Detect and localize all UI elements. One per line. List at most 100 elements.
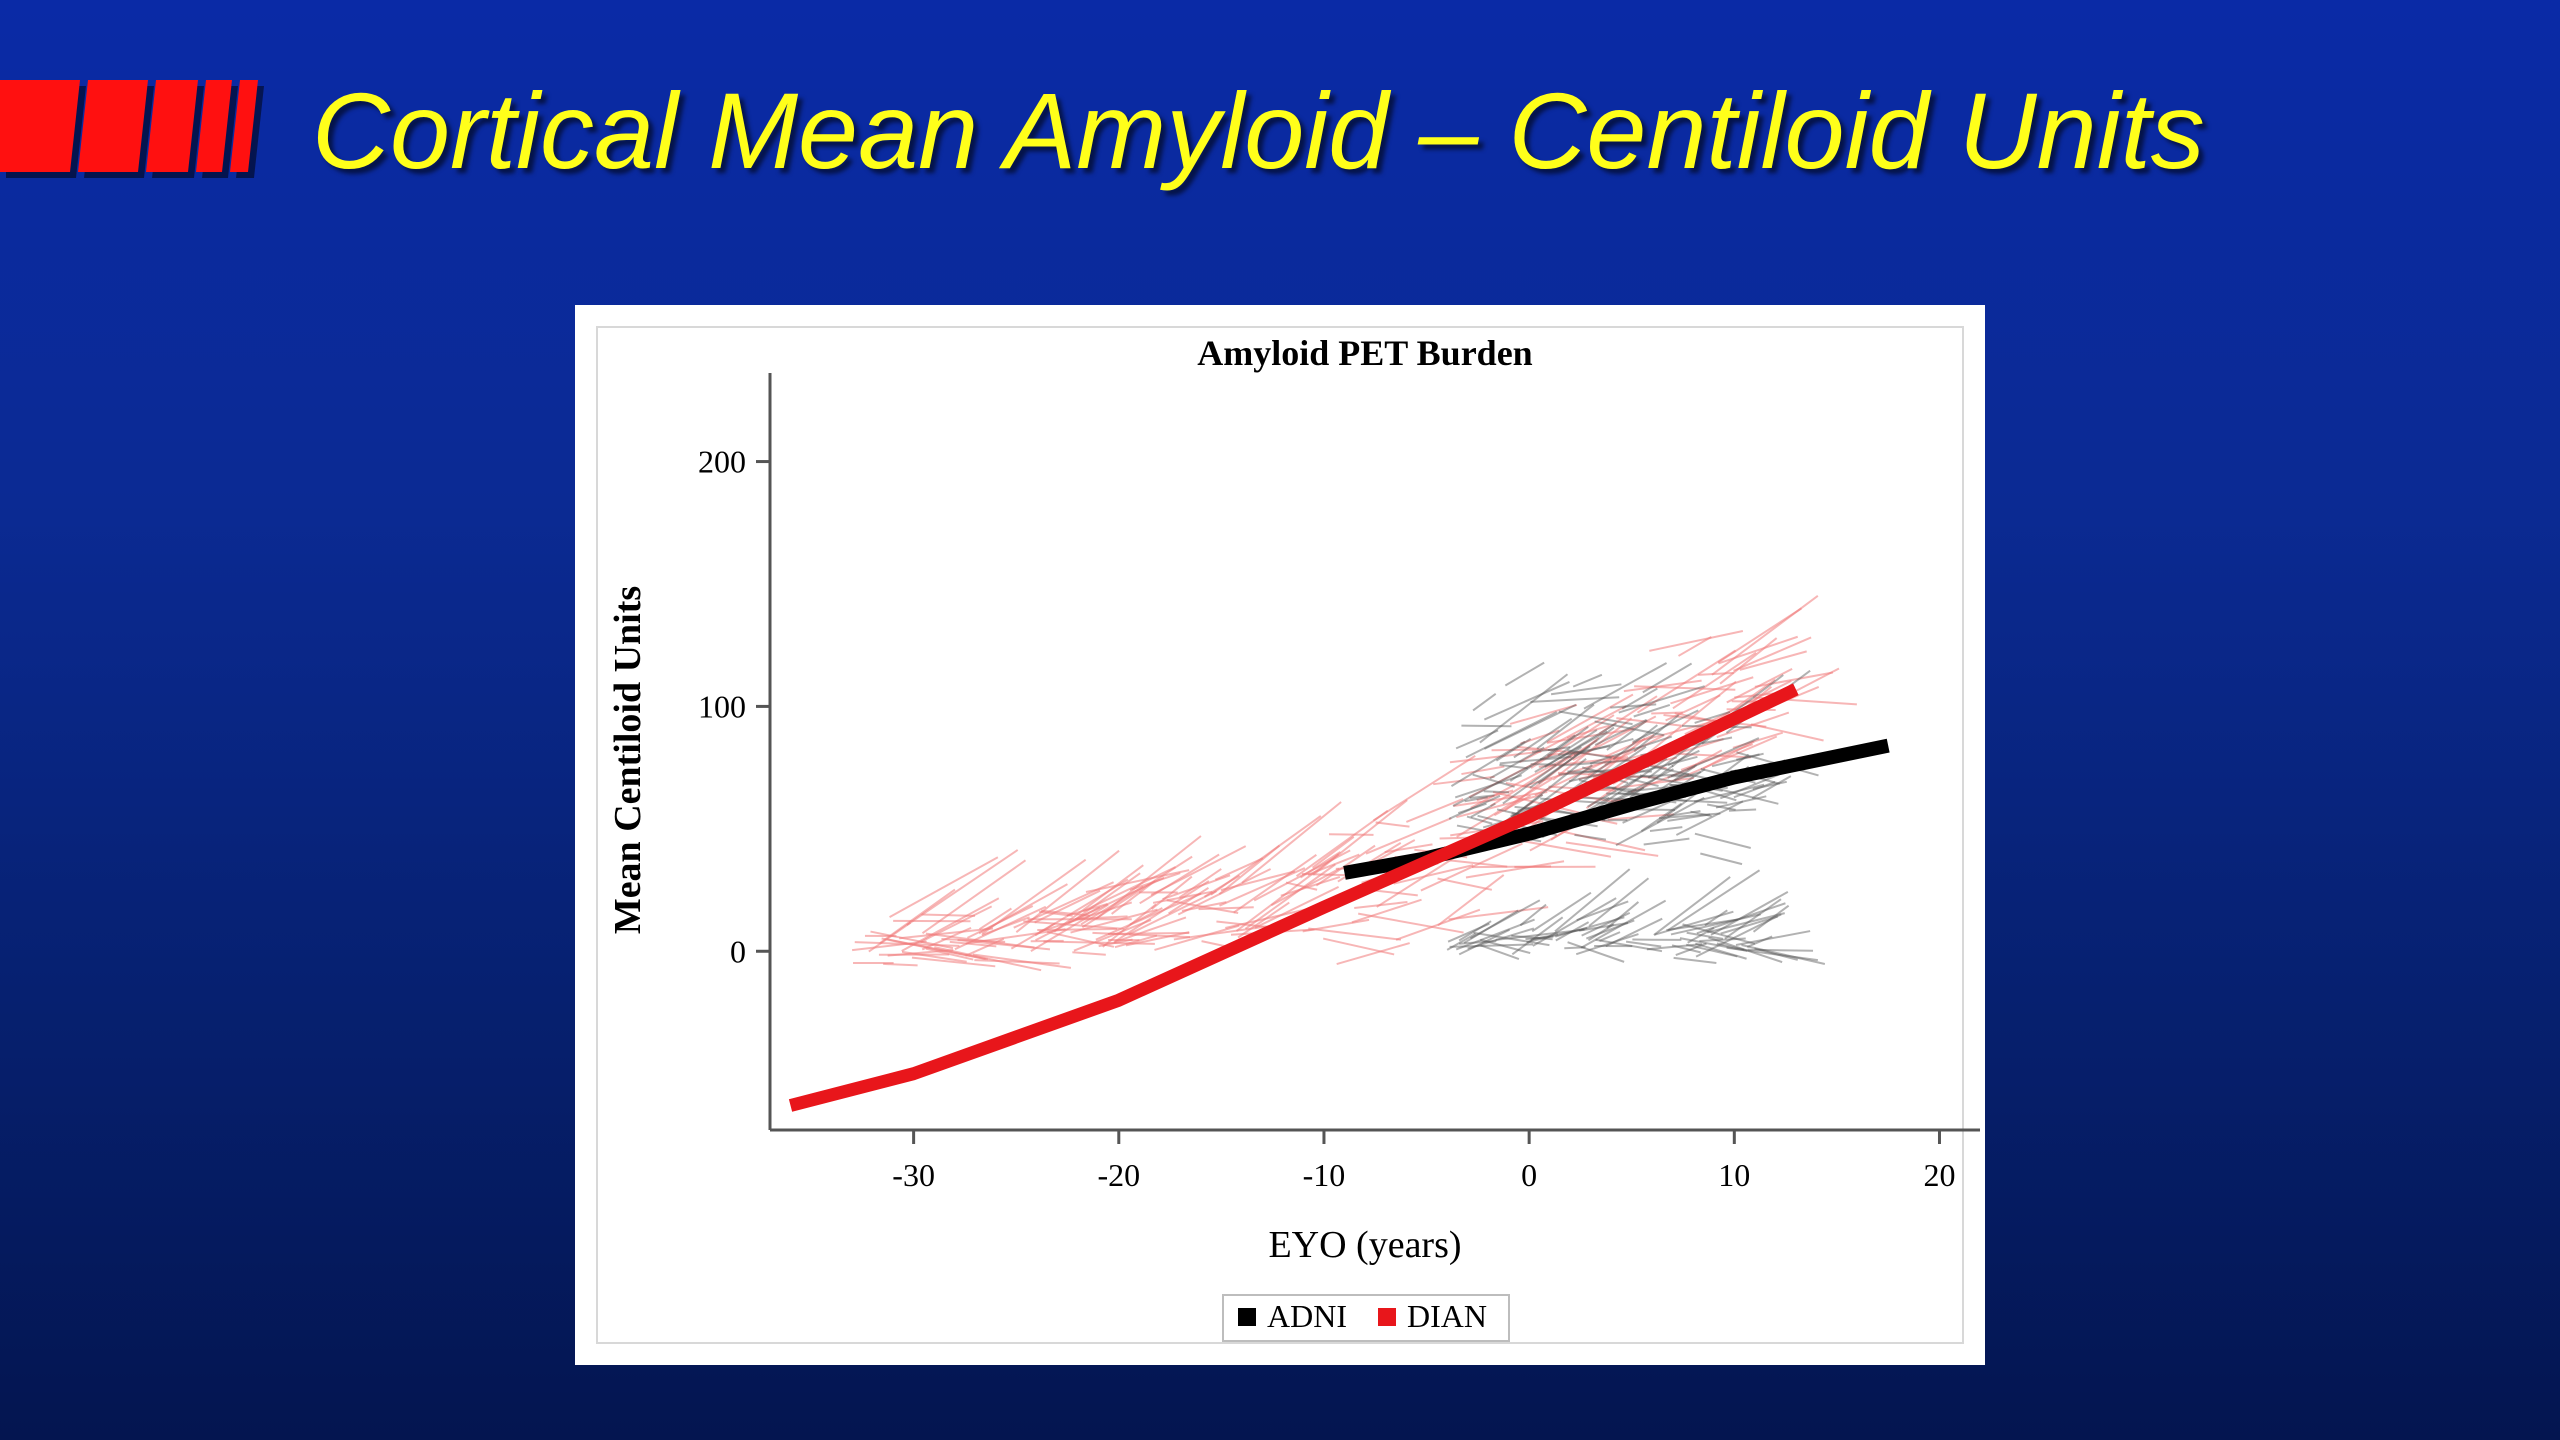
adni-trajectory xyxy=(1606,719,1648,751)
dian-trajectory xyxy=(1092,931,1191,939)
series-line-adni xyxy=(1343,738,1890,880)
adni-trajectory xyxy=(1612,724,1658,761)
dian-trajectory xyxy=(1013,881,1115,929)
dian-trajectory xyxy=(1546,728,1634,744)
adni-trajectory xyxy=(1605,917,1663,947)
dian-trajectory xyxy=(1154,924,1240,951)
dian-trajectory xyxy=(1365,817,1452,855)
dian-trajectory xyxy=(1098,938,1133,948)
dian-trajectory xyxy=(1254,885,1340,929)
adni-trajectory xyxy=(1455,729,1499,750)
adni-trajectory xyxy=(1473,931,1550,947)
adni-trajectory xyxy=(1622,800,1671,824)
adni-trajectory xyxy=(1704,909,1728,927)
adni-trajectory xyxy=(1479,673,1569,744)
dian-trajectory xyxy=(1354,901,1408,909)
adni-trajectory xyxy=(1448,794,1501,820)
dian-trajectory xyxy=(1322,937,1395,956)
dian-trajectory xyxy=(1095,892,1202,941)
dian-trajectory xyxy=(925,947,974,961)
dian-trajectory xyxy=(1754,671,1834,688)
adni-trajectory xyxy=(1666,918,1739,932)
dian-trajectory xyxy=(1491,748,1540,752)
dian-trajectory xyxy=(1630,765,1696,794)
dian-trajectory xyxy=(1285,881,1318,891)
adni-trajectory xyxy=(1555,916,1625,938)
dian-trajectory xyxy=(1010,922,1056,950)
adni-trajectory xyxy=(1531,747,1558,753)
adni-trajectory xyxy=(1594,719,1647,746)
dian-trajectory xyxy=(1437,877,1493,891)
adni-trajectory xyxy=(1724,898,1782,940)
dian-trajectory xyxy=(1587,734,1664,776)
adni-trajectory xyxy=(1548,746,1571,752)
adni-trajectory xyxy=(1654,910,1734,936)
dian-trajectory xyxy=(1566,724,1610,739)
x-tick-label: 0 xyxy=(1521,1157,1537,1193)
adni-trajectory xyxy=(1574,833,1607,841)
legend-label-adni: ADNI xyxy=(1267,1298,1347,1334)
dian-trajectory xyxy=(1072,951,1106,956)
dian-trajectory xyxy=(1592,777,1694,793)
adni-trajectory xyxy=(1615,796,1705,847)
adni-trajectory xyxy=(1465,711,1558,759)
adni-trajectory xyxy=(1682,923,1756,945)
adni-trajectory xyxy=(1695,942,1747,960)
adni-trajectory xyxy=(1707,912,1785,934)
adni-trajectory xyxy=(1564,946,1586,950)
adni-trajectory xyxy=(1449,943,1533,948)
dian-trajectory xyxy=(1552,717,1633,781)
dian-trajectory xyxy=(1717,607,1803,664)
adni-trajectory xyxy=(1715,795,1767,809)
amyloid-chart: Amyloid PET Burden -30 -20 -10 0 10 200100200… xyxy=(596,326,1980,1344)
adni-trajectory xyxy=(1531,891,1592,933)
adni-trajectory xyxy=(1585,919,1635,940)
legend-swatch-dian xyxy=(1378,1308,1396,1326)
dian-trajectory xyxy=(1718,635,1799,665)
adni-trajectory xyxy=(1695,913,1782,958)
dian-trajectory xyxy=(1128,890,1217,936)
dian-trajectory xyxy=(1670,676,1754,705)
adni-trajectory xyxy=(1694,711,1731,724)
dian-trajectory xyxy=(1311,836,1355,869)
adni-trajectory xyxy=(1454,774,1522,799)
slide-title: Cortical Mean Amyloid – Centiloid Units xyxy=(312,70,2205,191)
adni-trajectory xyxy=(1747,948,1814,952)
adni-trajectory xyxy=(1578,922,1629,932)
dian-trajectory xyxy=(1672,651,1757,710)
adni-trajectory xyxy=(1529,745,1591,789)
adni-trajectory xyxy=(1480,944,1520,960)
adni-trajectory xyxy=(1632,709,1699,743)
dian-trajectory xyxy=(1433,775,1495,786)
dian-trajectory xyxy=(978,907,1012,931)
dian-trajectory xyxy=(1035,906,1101,942)
dian-trajectory xyxy=(1220,870,1296,892)
series-line-dian xyxy=(788,683,1799,1112)
dian-trajectory xyxy=(883,962,918,967)
adni-trajectory xyxy=(1502,746,1582,805)
adni-trajectory xyxy=(1504,661,1545,687)
dian-trajectory xyxy=(1372,754,1476,822)
adni-trajectory xyxy=(1754,947,1799,961)
adni-trajectory xyxy=(1640,802,1683,833)
dian-trajectory xyxy=(974,959,1060,965)
dian-trajectory xyxy=(1437,874,1505,927)
adni-trajectory xyxy=(1658,812,1721,820)
dian-trajectory xyxy=(1358,912,1464,934)
adni-trajectory xyxy=(1651,764,1674,783)
adni-trajectory xyxy=(1643,837,1690,846)
adni-trajectory xyxy=(1607,768,1674,805)
dian-trajectory xyxy=(1607,813,1674,821)
adni-trajectory xyxy=(1671,944,1701,954)
dian-trajectory xyxy=(1214,857,1264,881)
adni-trajectory xyxy=(1710,890,1789,936)
adni-trajectory xyxy=(1483,703,1577,750)
title-accent-bars xyxy=(0,80,290,178)
adni-trajectory xyxy=(1606,901,1640,929)
dian-trajectory xyxy=(1295,809,1389,878)
dian-trajectory xyxy=(1686,749,1723,771)
dian-trajectory xyxy=(1037,928,1117,932)
dian-trajectory xyxy=(1651,711,1683,715)
adni-trajectory xyxy=(1618,685,1705,714)
adni-trajectory xyxy=(1629,780,1653,799)
